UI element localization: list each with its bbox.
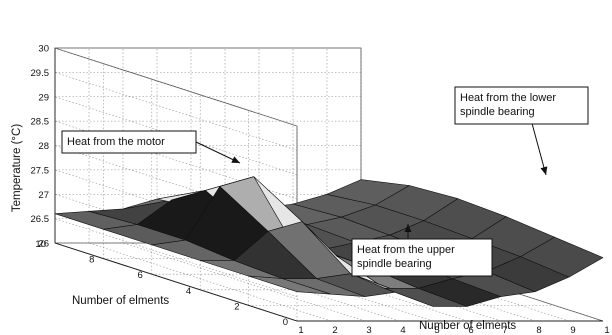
x-tick-label: 8	[536, 325, 541, 335]
y-tick-label: 4	[186, 286, 191, 297]
grid-line	[122, 242, 366, 322]
grid-line	[54, 72, 298, 151]
z-tick-label: 27	[38, 190, 49, 201]
z-tick-label: 29	[38, 92, 49, 103]
annotations: Heat from the motor Heat from the lower sp…	[61, 86, 589, 277]
grid-line	[88, 242, 332, 322]
y-tick-label: 8	[89, 255, 94, 266]
surface-patch	[520, 236, 604, 278]
x-tick-label: 5	[434, 325, 439, 335]
x-tick-label: 1	[298, 325, 303, 335]
annotation-text: Heat from the upper	[357, 244, 455, 256]
annotation-arrow	[195, 141, 241, 164]
axis-labels: Temperature (°C) Number of elments Numbe…	[11, 124, 516, 332]
x-tick-label: 4	[400, 325, 405, 335]
y-tick-label: 0	[283, 317, 288, 328]
annotation-box	[351, 238, 493, 277]
x-tick-label: 2	[332, 325, 337, 335]
y-axis-line	[54, 242, 298, 322]
z-tick-label: 28	[38, 141, 49, 152]
y-tick-label: 6	[138, 270, 143, 281]
annotation-box	[61, 130, 197, 154]
z-tick-label: 30	[38, 44, 49, 55]
x-tick-label: 1	[604, 325, 609, 335]
z-tick-label: 29.5	[31, 68, 50, 79]
z-tick-label: 26.5	[31, 214, 50, 225]
x-tick-label: 3	[366, 325, 371, 335]
annotation-arrowhead	[540, 166, 548, 175]
annotation-text: Heat from the lower	[460, 92, 556, 104]
y-axis-label: Number of elments	[72, 295, 169, 307]
x-tick-label: 6	[468, 325, 473, 335]
annotation-text: spindle bearing	[460, 106, 535, 118]
annotation-text: spindle bearing	[357, 258, 432, 270]
annotation-arrowhead	[231, 156, 240, 163]
y-tick-label: 10	[35, 239, 46, 250]
axis-lines	[54, 48, 603, 322]
annotation-arrowhead	[404, 224, 412, 232]
z-tick-label: 28.5	[31, 117, 50, 128]
x-tick-label: 9	[570, 325, 575, 335]
grid-line	[54, 218, 298, 297]
annotation-arrow	[529, 115, 547, 176]
grid-line	[54, 47, 298, 127]
z-tick-label: 27.5	[31, 165, 50, 176]
z-axis-label: Temperature (°C)	[11, 124, 23, 212]
x-axis-label: Number of elments	[419, 320, 516, 332]
tick-labels: 1 2 3 4 5 6 7 8 9 102468102626.52727.52828.52929.…	[31, 44, 610, 335]
annotation-box	[454, 86, 589, 125]
y-tick-label: 2	[234, 301, 239, 312]
z-tick-label: 26	[38, 239, 49, 250]
x-tick-label: 7	[502, 325, 507, 335]
annotation-text: Heat from the motor	[67, 136, 165, 148]
